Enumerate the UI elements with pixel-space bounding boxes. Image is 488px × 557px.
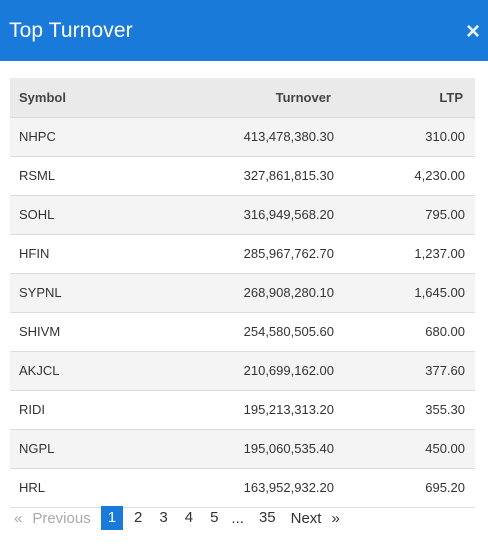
pagination-ellipsis: ... bbox=[231, 509, 244, 527]
double-chevron-left-icon: « bbox=[14, 509, 23, 527]
page-button-5[interactable]: 5 bbox=[210, 509, 219, 526]
cell-symbol: RSML bbox=[10, 156, 150, 196]
cell-ltp: 377.60 bbox=[334, 351, 475, 391]
cell-turnover: 254,580,505.60 bbox=[150, 312, 334, 352]
table-row: NGPL 195,060,535.40 450.00 bbox=[10, 429, 475, 469]
cell-ltp: 695.20 bbox=[334, 468, 475, 508]
cell-ltp: 680.00 bbox=[334, 312, 475, 352]
cell-ltp: 4,230.00 bbox=[334, 156, 475, 196]
cell-ltp: 795.00 bbox=[334, 195, 475, 235]
previous-label: Previous bbox=[32, 509, 91, 527]
page-button-3[interactable]: 3 bbox=[159, 509, 168, 526]
cell-turnover: 195,060,535.40 bbox=[150, 429, 334, 469]
cell-turnover: 285,967,762.70 bbox=[150, 234, 334, 274]
column-header-symbol[interactable]: Symbol bbox=[10, 78, 150, 118]
cell-turnover: 316,949,568.20 bbox=[150, 195, 334, 235]
cell-ltp: 450.00 bbox=[334, 429, 475, 469]
table-row: SYPNL 268,908,280.10 1,645.00 bbox=[10, 273, 475, 313]
table-header-row: Symbol Turnover LTP bbox=[10, 78, 475, 118]
pagination-previous[interactable]: « Previous bbox=[14, 510, 91, 527]
cell-symbol: SOHL bbox=[10, 195, 150, 235]
cell-symbol: NGPL bbox=[10, 429, 150, 469]
cell-turnover: 413,478,380.30 bbox=[150, 117, 334, 157]
page-button-1[interactable]: 1 bbox=[100, 506, 124, 530]
table-row: HRL 163,952,932.20 695.20 bbox=[10, 468, 475, 508]
cell-ltp: 1,237.00 bbox=[334, 234, 475, 274]
cell-symbol: AKJCL bbox=[10, 351, 150, 391]
cell-symbol: HRL bbox=[10, 468, 150, 508]
cell-ltp: 1,645.00 bbox=[334, 273, 475, 313]
cell-symbol: HFIN bbox=[10, 234, 150, 274]
turnover-table: Symbol Turnover LTP NHPC 413,478,380.30 … bbox=[10, 78, 475, 508]
cell-ltp: 310.00 bbox=[334, 117, 475, 157]
cell-turnover: 195,213,313.20 bbox=[150, 390, 334, 430]
cell-symbol: NHPC bbox=[10, 117, 150, 157]
pagination-next[interactable]: Next » bbox=[291, 510, 340, 527]
table-row: AKJCL 210,699,162.00 377.60 bbox=[10, 351, 475, 391]
table-row: NHPC 413,478,380.30 310.00 bbox=[10, 117, 475, 157]
close-icon[interactable]: × bbox=[465, 18, 480, 45]
table-row: SHIVM 254,580,505.60 680.00 bbox=[10, 312, 475, 352]
table-row: HFIN 285,967,762.70 1,237.00 bbox=[10, 234, 475, 274]
next-label: Next bbox=[290, 509, 322, 527]
table-row: SOHL 316,949,568.20 795.00 bbox=[10, 195, 475, 235]
turnover-table-container: Symbol Turnover LTP NHPC 413,478,380.30 … bbox=[10, 78, 475, 508]
page-button-2[interactable]: 2 bbox=[134, 509, 143, 526]
pagination: « Previous 1 2 3 4 5 ... 35 Next » bbox=[14, 506, 340, 530]
cell-turnover: 163,952,932.20 bbox=[150, 468, 334, 508]
cell-symbol: SHIVM bbox=[10, 312, 150, 352]
cell-turnover: 327,861,815.30 bbox=[150, 156, 334, 196]
cell-symbol: SYPNL bbox=[10, 273, 150, 313]
page-button-4[interactable]: 4 bbox=[184, 509, 194, 526]
cell-ltp: 355.30 bbox=[334, 390, 475, 430]
cell-symbol: RIDI bbox=[10, 390, 150, 430]
table-row: RIDI 195,213,313.20 355.30 bbox=[10, 390, 475, 430]
cell-turnover: 210,699,162.00 bbox=[150, 351, 334, 391]
modal-title: Top Turnover bbox=[9, 18, 133, 42]
column-header-ltp[interactable]: LTP bbox=[334, 78, 475, 118]
table-row: RSML 327,861,815.30 4,230.00 bbox=[10, 156, 475, 196]
double-chevron-right-icon: » bbox=[331, 509, 340, 527]
modal-header: Top Turnover × bbox=[0, 0, 488, 61]
column-header-turnover[interactable]: Turnover bbox=[150, 78, 334, 118]
cell-turnover: 268,908,280.10 bbox=[150, 273, 334, 313]
page-button-last[interactable]: 35 bbox=[258, 509, 276, 526]
